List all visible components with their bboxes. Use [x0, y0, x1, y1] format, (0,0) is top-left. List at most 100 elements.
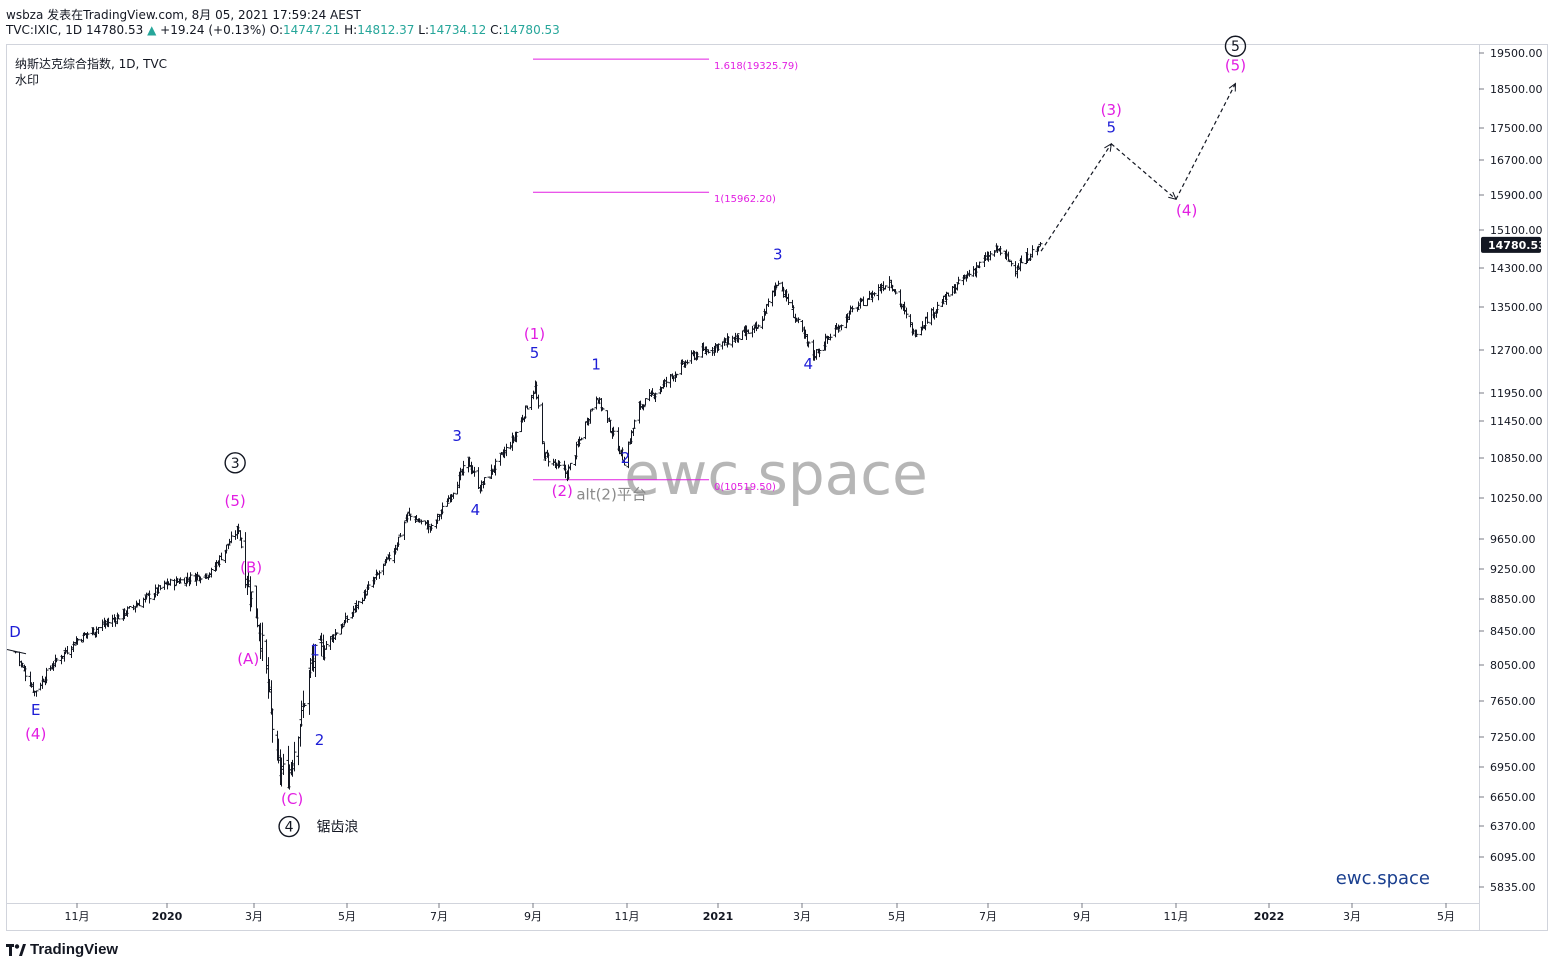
ohlc-bar [110, 614, 115, 627]
ohlc-bar [600, 407, 605, 411]
ohlc-bar [583, 421, 588, 440]
ohlc-bar [740, 330, 745, 340]
ohlc-bar [726, 336, 731, 345]
wave-label: 2 [315, 731, 325, 749]
ohlc-bar [1038, 241, 1043, 247]
ohlc-bar [127, 606, 132, 609]
wave-label: 锯齿浪 [317, 820, 359, 836]
ohlc-bar [668, 373, 673, 388]
ohlc-bar [577, 436, 582, 447]
ohlc-bar [334, 632, 339, 636]
price-tick-label: 9250.00 [1490, 563, 1536, 576]
projection-arrowhead [1104, 142, 1112, 152]
wave-label: 3 [773, 245, 783, 263]
ohlc-bar [806, 342, 811, 348]
ohlc-bar [177, 578, 182, 585]
ohlc-bar [946, 292, 951, 297]
wave-label: E [31, 701, 40, 719]
price-tick-label: 6950.00 [1490, 761, 1536, 774]
ohlc-bar [324, 641, 329, 650]
ohlc-bar [750, 325, 755, 338]
ohlc-bar [137, 599, 142, 607]
time-tick-label: 7月 [979, 910, 997, 923]
ohlc-bar [498, 453, 503, 466]
ohlc-bar [800, 320, 805, 333]
ohlc-bar [754, 321, 759, 332]
ohlc-bar [850, 305, 855, 313]
projection-segment [1175, 83, 1236, 200]
wave-label-circled: 3 [224, 452, 246, 474]
time-tick-label: 11月 [65, 910, 90, 923]
ohlc-bar [402, 521, 407, 540]
time-tick-label: 11月 [1164, 910, 1189, 923]
ohlc-bar [198, 576, 203, 584]
ohlc-bar [664, 376, 669, 388]
ohlc-bar [65, 646, 70, 655]
ohlc-bar [716, 343, 721, 351]
ohlc-bar [178, 577, 183, 583]
last-price: 14780.53 [85, 23, 144, 37]
wave-circle [1224, 35, 1247, 57]
wave-label: (2) [552, 482, 573, 500]
ohlc-bar [971, 266, 976, 277]
ohlc-bar [764, 303, 769, 314]
price-axis[interactable]: 19500.00 18500.00 17500.00 16700.00 15900.00… [1479, 44, 1543, 930]
price-tick-label: 10250.00 [1490, 492, 1543, 505]
ohlc-bar [168, 578, 173, 586]
ohlc-bar [908, 314, 913, 328]
chart-pane[interactable] [6, 44, 1548, 931]
ohlc-bar [955, 283, 960, 291]
ohlc-bar [229, 531, 234, 543]
price-tick-label: 14300.00 [1490, 262, 1543, 275]
ohlc-bar [828, 333, 833, 341]
ohlc-bar [967, 269, 972, 277]
price-tick-label: 6650.00 [1490, 791, 1536, 804]
ohlc-bar [476, 467, 481, 490]
wave-label: 5 [1231, 39, 1240, 55]
ohlc-bar [313, 643, 318, 678]
ohlc-bar [472, 466, 477, 477]
ohlc-bar [345, 615, 350, 623]
price-tick-label: 11450.00 [1490, 415, 1543, 428]
tradingview-logo[interactable]: TradingView [6, 941, 118, 958]
ohlc-bar [546, 452, 551, 467]
ohlc-bar [861, 296, 866, 307]
price-tick-label: 6370.00 [1490, 820, 1536, 833]
ohlc-bar [568, 462, 573, 471]
time-tick-label: 2021 [703, 910, 734, 923]
ohlc-bar [1025, 247, 1030, 264]
ohlc-bar [540, 402, 545, 445]
ohlc-bars [6, 241, 1043, 790]
ohlc-bar [814, 349, 819, 360]
ohlc-bar [514, 431, 519, 443]
ohlc-bar [608, 420, 613, 433]
ohlc-bar [482, 477, 487, 486]
time-axis[interactable]: 11月 2020 3月 5月 7月 9月 11月 2021 3月 5月 7月 9月 11月 2022 3月 5… [6, 903, 1479, 923]
fib-levels[interactable]: 1.618(19325.79) 1(15962.20) 0(10519.50) [533, 58, 798, 493]
price-tick-label: 17500.00 [1490, 122, 1543, 135]
ohlc-bar [674, 374, 679, 378]
close-label: C: [490, 23, 503, 37]
ohlc-bar [956, 276, 961, 285]
price-tick-label: 18500.00 [1490, 83, 1543, 96]
ohlc-bar [883, 285, 888, 290]
fib-label: 1.618(19325.79) [714, 61, 798, 72]
ohlc-bar [594, 396, 599, 410]
projection-path[interactable] [1040, 82, 1236, 252]
ohlc-bar [988, 251, 993, 261]
price-tick-label: 19500.00 [1490, 47, 1543, 60]
ohlc-bar [865, 298, 870, 307]
time-tick-label: 5月 [338, 910, 356, 923]
ohlc-bar [133, 606, 138, 613]
wave-label-circled: 5 [1224, 35, 1247, 57]
price-tick-label: 15900.00 [1490, 189, 1543, 202]
ohlc-bar [147, 590, 152, 604]
ohlc-bar [1019, 255, 1024, 264]
ohlc-bar [158, 585, 163, 591]
price-tick-label: 5835.00 [1490, 881, 1536, 894]
ohlc-bar [203, 573, 208, 579]
ohlc-bar [887, 276, 892, 291]
tradingview-brand: TradingView [30, 941, 119, 958]
